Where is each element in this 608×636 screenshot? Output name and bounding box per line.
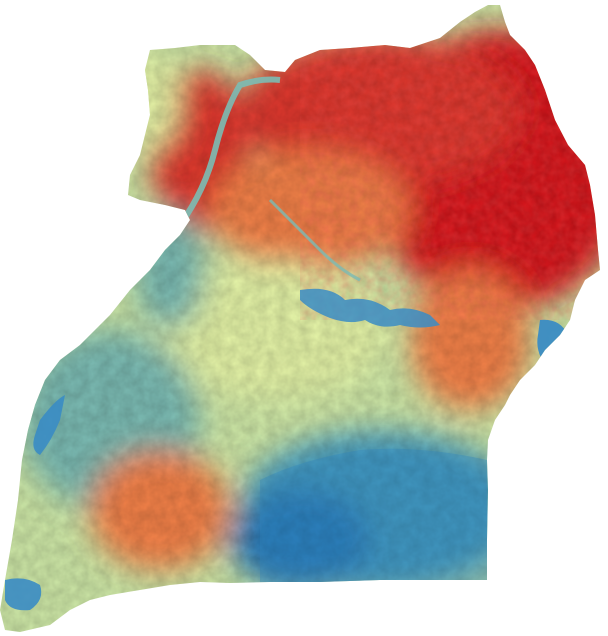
lake-albert — [33, 395, 65, 455]
lake-kyoga — [300, 288, 440, 328]
water-features — [5, 76, 568, 611]
lake-edward — [5, 578, 42, 611]
lake-victoria-shore — [260, 448, 487, 582]
hot-speckle-layer — [300, 40, 600, 320]
river-nile-north — [177, 76, 281, 227]
river-aswa — [268, 198, 361, 282]
